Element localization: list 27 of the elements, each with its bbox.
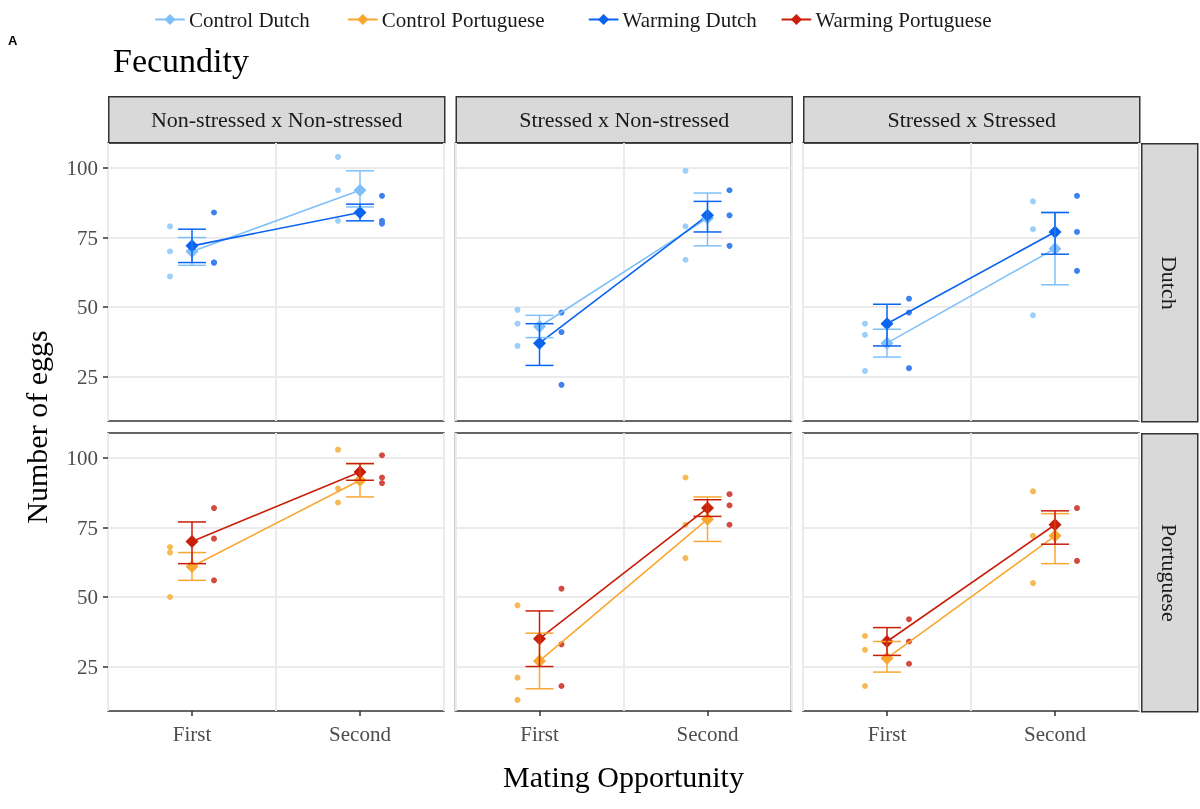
chart-title: Fecundity bbox=[113, 41, 249, 79]
x-tick-label: First bbox=[520, 721, 559, 746]
x-tick-label: Second bbox=[1024, 721, 1087, 746]
y2-axis-title: Dutch bbox=[1157, 255, 1183, 310]
legend-label: Control Portuguese bbox=[381, 7, 545, 32]
y-tick-label: 50 bbox=[77, 585, 98, 610]
legend-label: Warming Portuguese bbox=[815, 7, 992, 32]
y-tick-label: 100 bbox=[66, 446, 98, 471]
chart-subtitle: Non-stressed x Non-stressed bbox=[150, 107, 403, 133]
x-tick-label: Second bbox=[329, 721, 392, 746]
x-tick-label: First bbox=[867, 721, 907, 746]
chart-subtitle: Stressed x Stressed bbox=[887, 107, 1057, 133]
y-tick-label: 100 bbox=[66, 156, 98, 181]
y-axis-title: Number of eggs bbox=[19, 330, 53, 524]
legend-label: Warming Dutch bbox=[622, 7, 758, 32]
y-tick-label: 25 bbox=[77, 654, 98, 679]
y-tick-label: 75 bbox=[77, 515, 98, 540]
y-tick-label: 75 bbox=[77, 225, 98, 250]
x-axis-title: Mating Opportunity bbox=[503, 759, 744, 793]
legend-label: Control Dutch bbox=[189, 7, 311, 32]
text: A bbox=[8, 32, 18, 48]
y-tick-label: 50 bbox=[77, 295, 98, 320]
chart-subtitle: Stressed x Non-stressed bbox=[519, 107, 730, 133]
x-tick-label: Second bbox=[676, 721, 739, 746]
x-tick-label: First bbox=[172, 721, 212, 746]
y2-axis-title: Portuguese bbox=[1157, 523, 1183, 622]
y-tick-label: 25 bbox=[77, 364, 98, 389]
